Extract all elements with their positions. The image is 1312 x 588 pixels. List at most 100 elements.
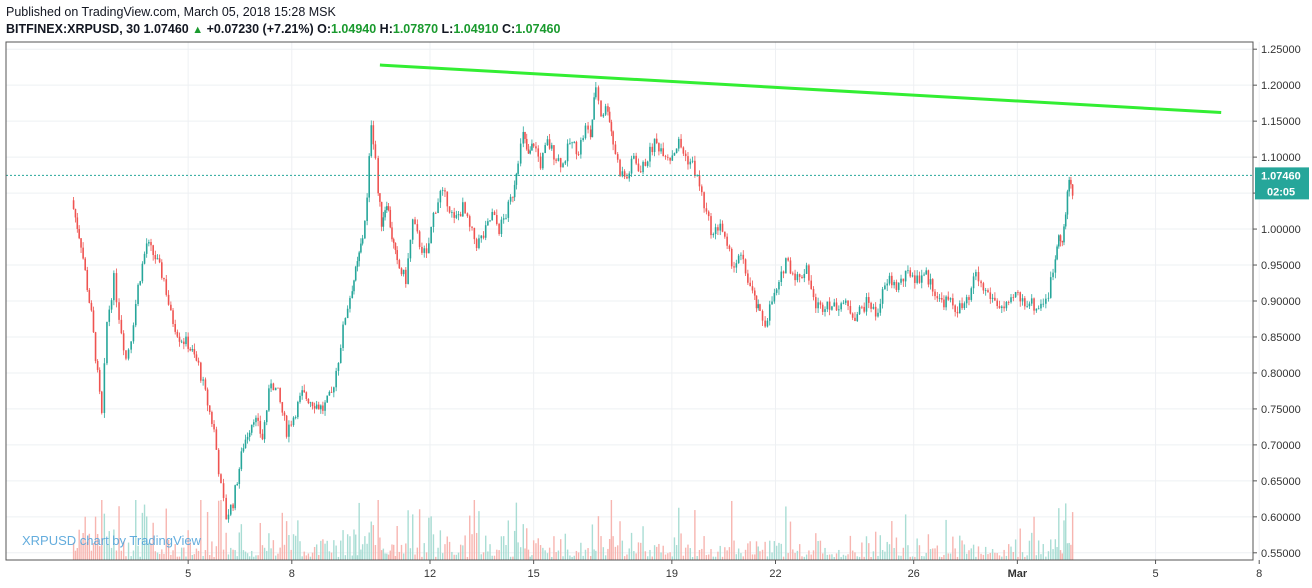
volume-bar <box>178 556 181 560</box>
candle-body <box>167 294 170 305</box>
volume-bar <box>785 506 787 560</box>
candle-body <box>335 370 337 388</box>
volume-bar <box>640 542 642 560</box>
volume-bar <box>294 535 297 560</box>
volume-bar <box>505 545 507 560</box>
candle-body <box>819 302 822 305</box>
candle-body <box>480 235 483 239</box>
volume-bar <box>972 544 975 560</box>
trend-line[interactable] <box>379 63 1222 115</box>
candle-body <box>1070 179 1072 185</box>
candle-body <box>120 319 123 334</box>
volume-bar <box>491 555 493 560</box>
candle-body <box>987 290 989 293</box>
volume-bar <box>1056 547 1058 560</box>
candle-body <box>344 318 347 325</box>
volume-bar <box>694 510 696 560</box>
volume-bar <box>386 553 388 560</box>
candle-body <box>789 260 792 274</box>
volume-bar <box>1005 555 1008 560</box>
candle-body <box>189 348 192 351</box>
last-value: 1.07460 <box>143 22 189 36</box>
candle-body <box>305 392 308 399</box>
volume-bar <box>279 547 281 560</box>
candle-body <box>584 125 587 139</box>
volume-bar <box>335 545 337 560</box>
candle-body <box>389 209 392 228</box>
candlestick-series[interactable] <box>72 81 1074 523</box>
candle-body <box>557 158 560 161</box>
volume-bar <box>751 554 754 560</box>
volume-bar <box>691 556 694 560</box>
candle-body <box>532 143 535 147</box>
candle-body <box>684 153 687 157</box>
volume-bar <box>439 530 442 560</box>
candle-body <box>339 348 342 363</box>
candle-body <box>259 420 262 434</box>
volume-bar <box>255 555 257 560</box>
candle-body <box>1001 306 1003 309</box>
volume-bar <box>74 550 77 560</box>
volume-bar <box>898 555 900 560</box>
candle-body <box>1019 292 1022 302</box>
candle-body <box>137 284 139 305</box>
volume-bar <box>360 549 362 560</box>
volume-bar <box>633 551 635 560</box>
volume-bar <box>717 551 719 560</box>
volume-bar <box>927 534 930 560</box>
candle-body <box>428 243 430 254</box>
volume-bar <box>1001 556 1003 560</box>
price-axis[interactable]: 1.250001.200001.150001.100001.050001.000… <box>1253 44 1301 560</box>
open-label: O: <box>317 22 331 36</box>
candle-body <box>934 291 936 297</box>
volume-bar <box>815 533 817 560</box>
volume-bar <box>687 544 689 560</box>
candle-body <box>1030 298 1033 304</box>
volume-bar <box>828 554 831 560</box>
candle-body <box>106 321 108 364</box>
volume-bar <box>72 542 75 560</box>
candle-body <box>1058 235 1060 247</box>
volume-bar <box>637 542 640 560</box>
volume-bar <box>99 546 101 560</box>
candle-body <box>500 219 503 234</box>
candle-body <box>248 432 251 437</box>
volume-bar <box>187 530 189 560</box>
candle-body <box>707 211 710 217</box>
candle-body <box>728 245 731 249</box>
candle-body <box>213 423 215 430</box>
volume-bar <box>754 554 756 560</box>
candle-body <box>1061 241 1064 243</box>
candle-body <box>902 278 905 282</box>
volume-bar <box>197 550 200 560</box>
last-price-badge-value: 1.07460 <box>1261 170 1301 182</box>
candle-body <box>630 158 633 174</box>
candle-body <box>283 412 286 416</box>
candle-body <box>156 258 159 260</box>
time-axis[interactable]: 5 8 12 15 19 22 26 Mar 5 8 <box>185 560 1262 580</box>
candle-body <box>989 292 992 299</box>
volume-bar <box>148 542 150 560</box>
volume-bar <box>462 545 464 560</box>
candle-body <box>176 331 179 337</box>
volume-bar <box>227 554 230 560</box>
candle-body <box>580 140 582 155</box>
volume-bar <box>405 543 407 560</box>
candle-body <box>400 268 403 275</box>
volume-bar <box>710 549 712 560</box>
candle-body <box>392 239 395 243</box>
candle-body <box>972 276 975 289</box>
candle-body <box>963 303 966 309</box>
volume-bar <box>626 554 628 560</box>
volume-bar <box>414 554 416 560</box>
candle-body <box>261 433 264 440</box>
volume-bar <box>608 539 611 560</box>
candle-body <box>279 388 281 403</box>
candle-body <box>187 336 189 349</box>
candle-body <box>110 300 113 310</box>
candle-body <box>272 383 275 391</box>
candle-body <box>238 469 241 484</box>
volume-bar <box>914 556 916 560</box>
candle-body <box>364 220 366 239</box>
